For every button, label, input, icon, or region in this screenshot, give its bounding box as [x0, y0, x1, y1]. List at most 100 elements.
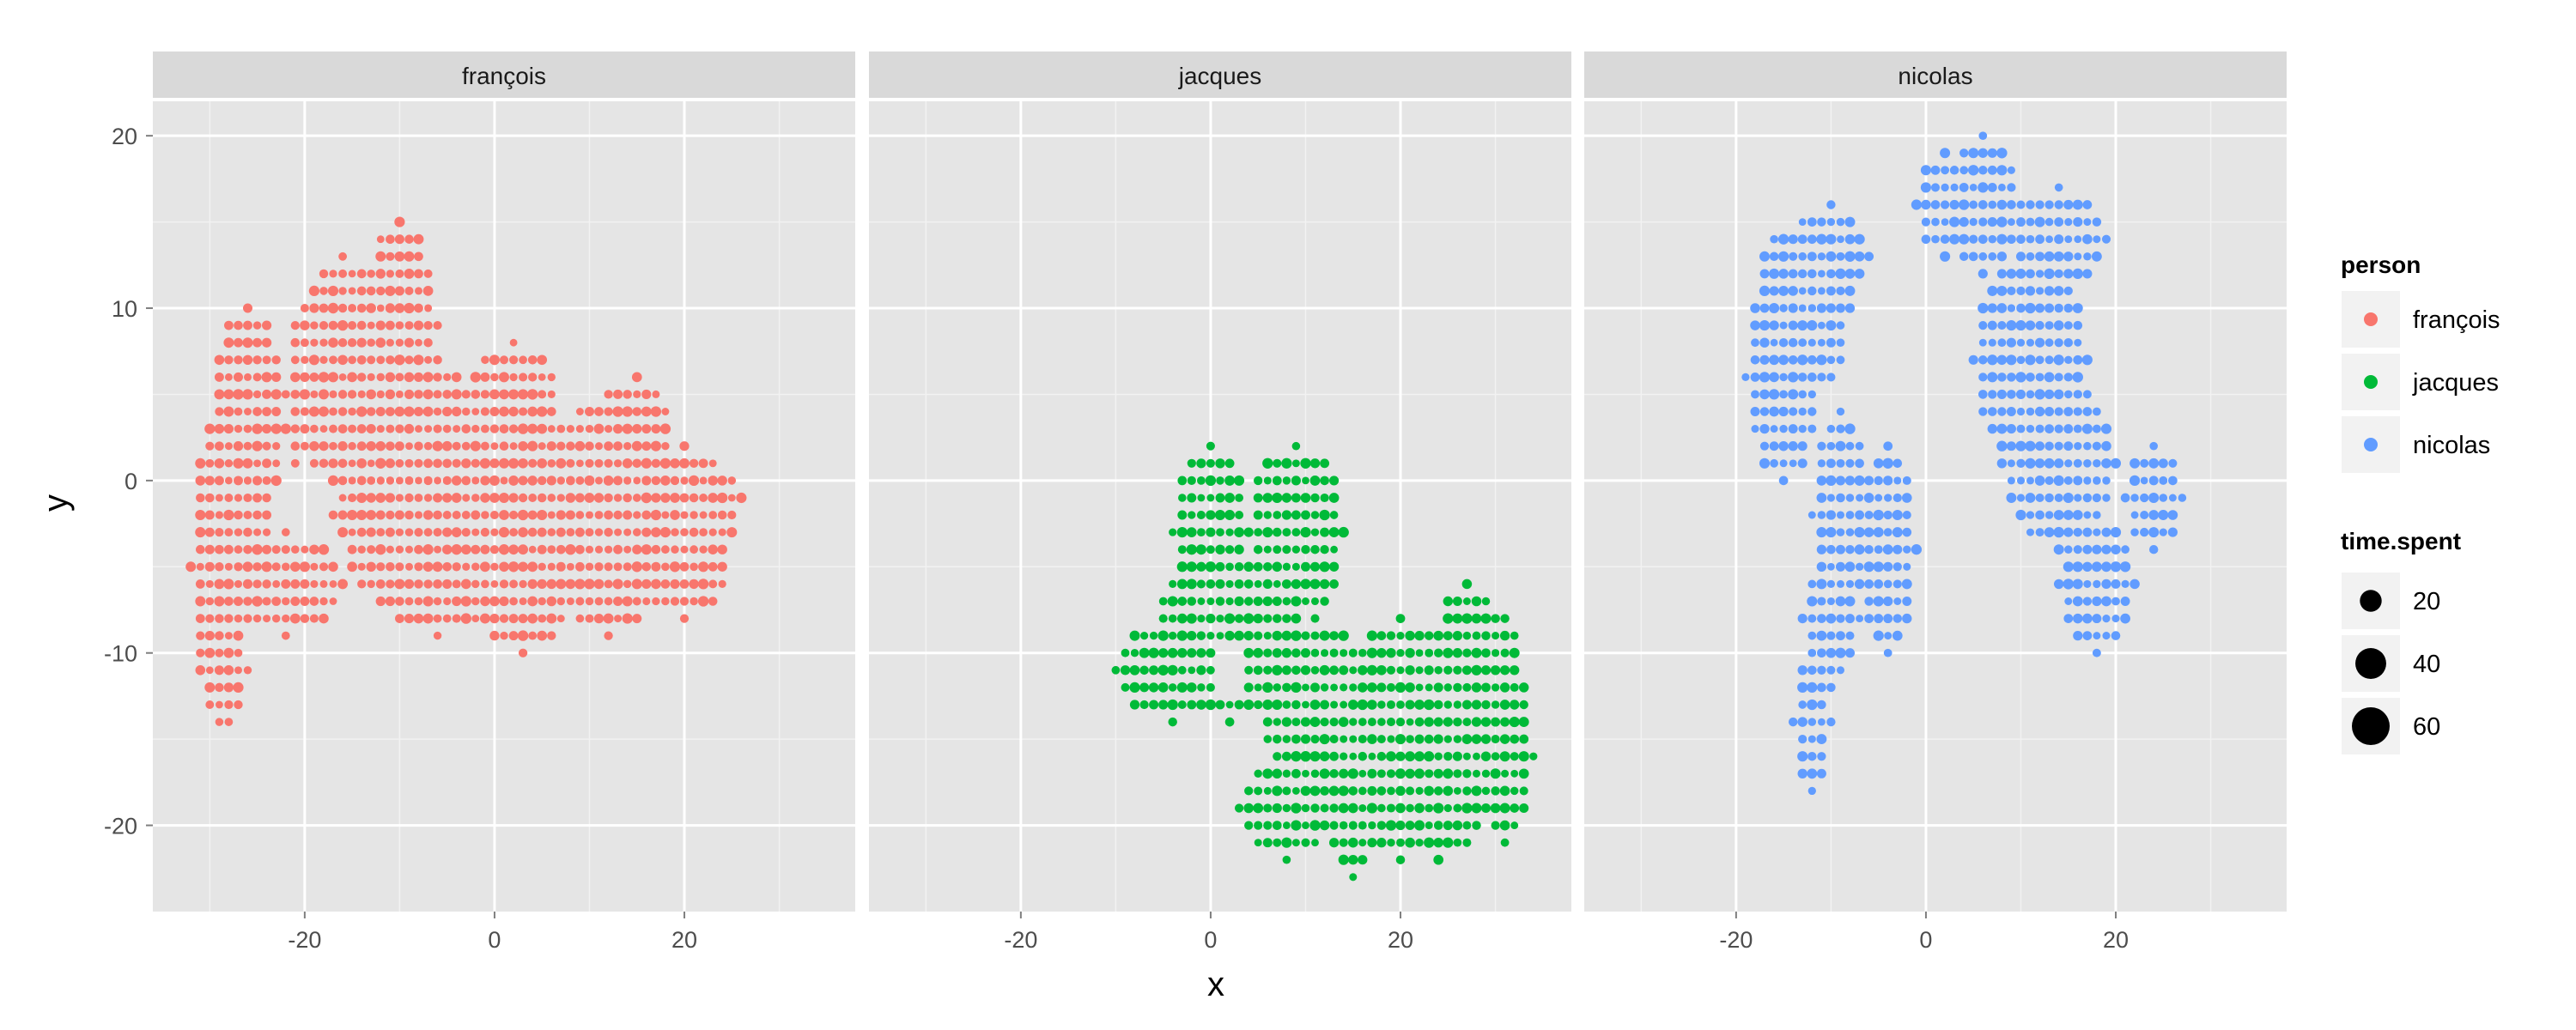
data-point [1329, 631, 1339, 640]
data-point [1453, 682, 1462, 693]
data-point [1187, 458, 1196, 468]
data-point [471, 476, 480, 485]
data-point [1349, 666, 1358, 675]
data-point [1903, 562, 1911, 571]
data-point [1931, 217, 1940, 227]
data-point [490, 579, 499, 588]
data-point [442, 424, 452, 433]
data-point [1385, 820, 1397, 831]
data-point [2082, 390, 2092, 399]
data-point [1319, 664, 1330, 676]
data-point [433, 493, 443, 503]
data-point [1845, 528, 1855, 536]
data-point [460, 596, 471, 607]
data-point [1978, 390, 1988, 399]
data-point [1978, 373, 1988, 382]
data-point [1368, 752, 1376, 760]
data-point [1273, 458, 1282, 468]
data-point [690, 562, 698, 572]
data-point [1920, 165, 1931, 176]
data-point [253, 459, 262, 468]
data-point [613, 389, 623, 399]
data-point [1129, 700, 1140, 710]
data-point [1750, 373, 1760, 382]
data-point [308, 285, 320, 297]
data-point [2006, 407, 2016, 416]
data-point [2064, 355, 2073, 365]
data-point [471, 424, 480, 433]
data-point [499, 355, 509, 365]
data-point [1807, 286, 1817, 296]
data-point [1149, 665, 1159, 676]
data-point [243, 303, 252, 313]
data-point [2025, 440, 2036, 451]
data-point [214, 423, 225, 434]
data-point [1243, 700, 1255, 710]
data-point [215, 441, 224, 451]
data-point [1281, 493, 1292, 503]
data-point [1253, 544, 1263, 554]
data-point [1329, 476, 1340, 486]
data-point [574, 579, 586, 590]
data-point [2072, 596, 2083, 607]
data-point [1300, 579, 1311, 590]
data-point [537, 457, 548, 469]
data-point [2168, 458, 2178, 468]
data-point [2073, 545, 2082, 554]
data-point [1826, 544, 1836, 554]
data-point [290, 441, 301, 451]
data-point [2016, 217, 2026, 227]
data-point [1759, 372, 1771, 383]
data-point [1291, 510, 1301, 520]
data-point [1291, 630, 1302, 641]
data-point [1386, 769, 1396, 779]
data-point [1855, 510, 1865, 520]
panels-layer: françois jacques nicolas [153, 52, 2287, 912]
data-point [1254, 528, 1263, 537]
data-point [1215, 493, 1225, 503]
data-point [1817, 614, 1826, 623]
data-point [1273, 683, 1282, 692]
data-point [2063, 527, 2074, 537]
data-point [1462, 682, 1472, 692]
data-point [537, 354, 548, 366]
data-point [1491, 614, 1500, 623]
data-point [1798, 424, 1807, 433]
data-point [1816, 768, 1826, 779]
data-point [1510, 682, 1519, 692]
data-point [1499, 803, 1510, 814]
data-point [1864, 476, 1874, 486]
data-point [1386, 803, 1396, 813]
data-point [1807, 648, 1817, 657]
data-point [2015, 389, 2026, 399]
data-point [471, 562, 480, 572]
data-point [1996, 354, 2008, 366]
data-point [1291, 734, 1301, 744]
data-point [585, 597, 594, 606]
data-point [603, 476, 614, 486]
data-point [2082, 527, 2093, 537]
data-point [641, 544, 652, 555]
data-point [205, 700, 215, 709]
data-point [1301, 561, 1310, 572]
data-point [394, 406, 405, 417]
data-point [1798, 407, 1807, 416]
data-point [2129, 579, 2140, 590]
data-point [604, 407, 613, 416]
data-point [661, 562, 670, 572]
data-point [1826, 717, 1836, 727]
data-point [517, 630, 529, 641]
data-point [1779, 424, 1788, 433]
data-point [1415, 786, 1424, 795]
data-point [433, 614, 442, 623]
data-point [214, 665, 224, 676]
data-point [2102, 632, 2111, 640]
data-point [527, 579, 538, 590]
data-point [224, 700, 234, 710]
data-point [234, 510, 243, 520]
data-point [2035, 528, 2044, 537]
data-point [1864, 544, 1874, 554]
data-point [1206, 613, 1216, 624]
data-point [1234, 803, 1244, 813]
data-point [367, 476, 376, 485]
